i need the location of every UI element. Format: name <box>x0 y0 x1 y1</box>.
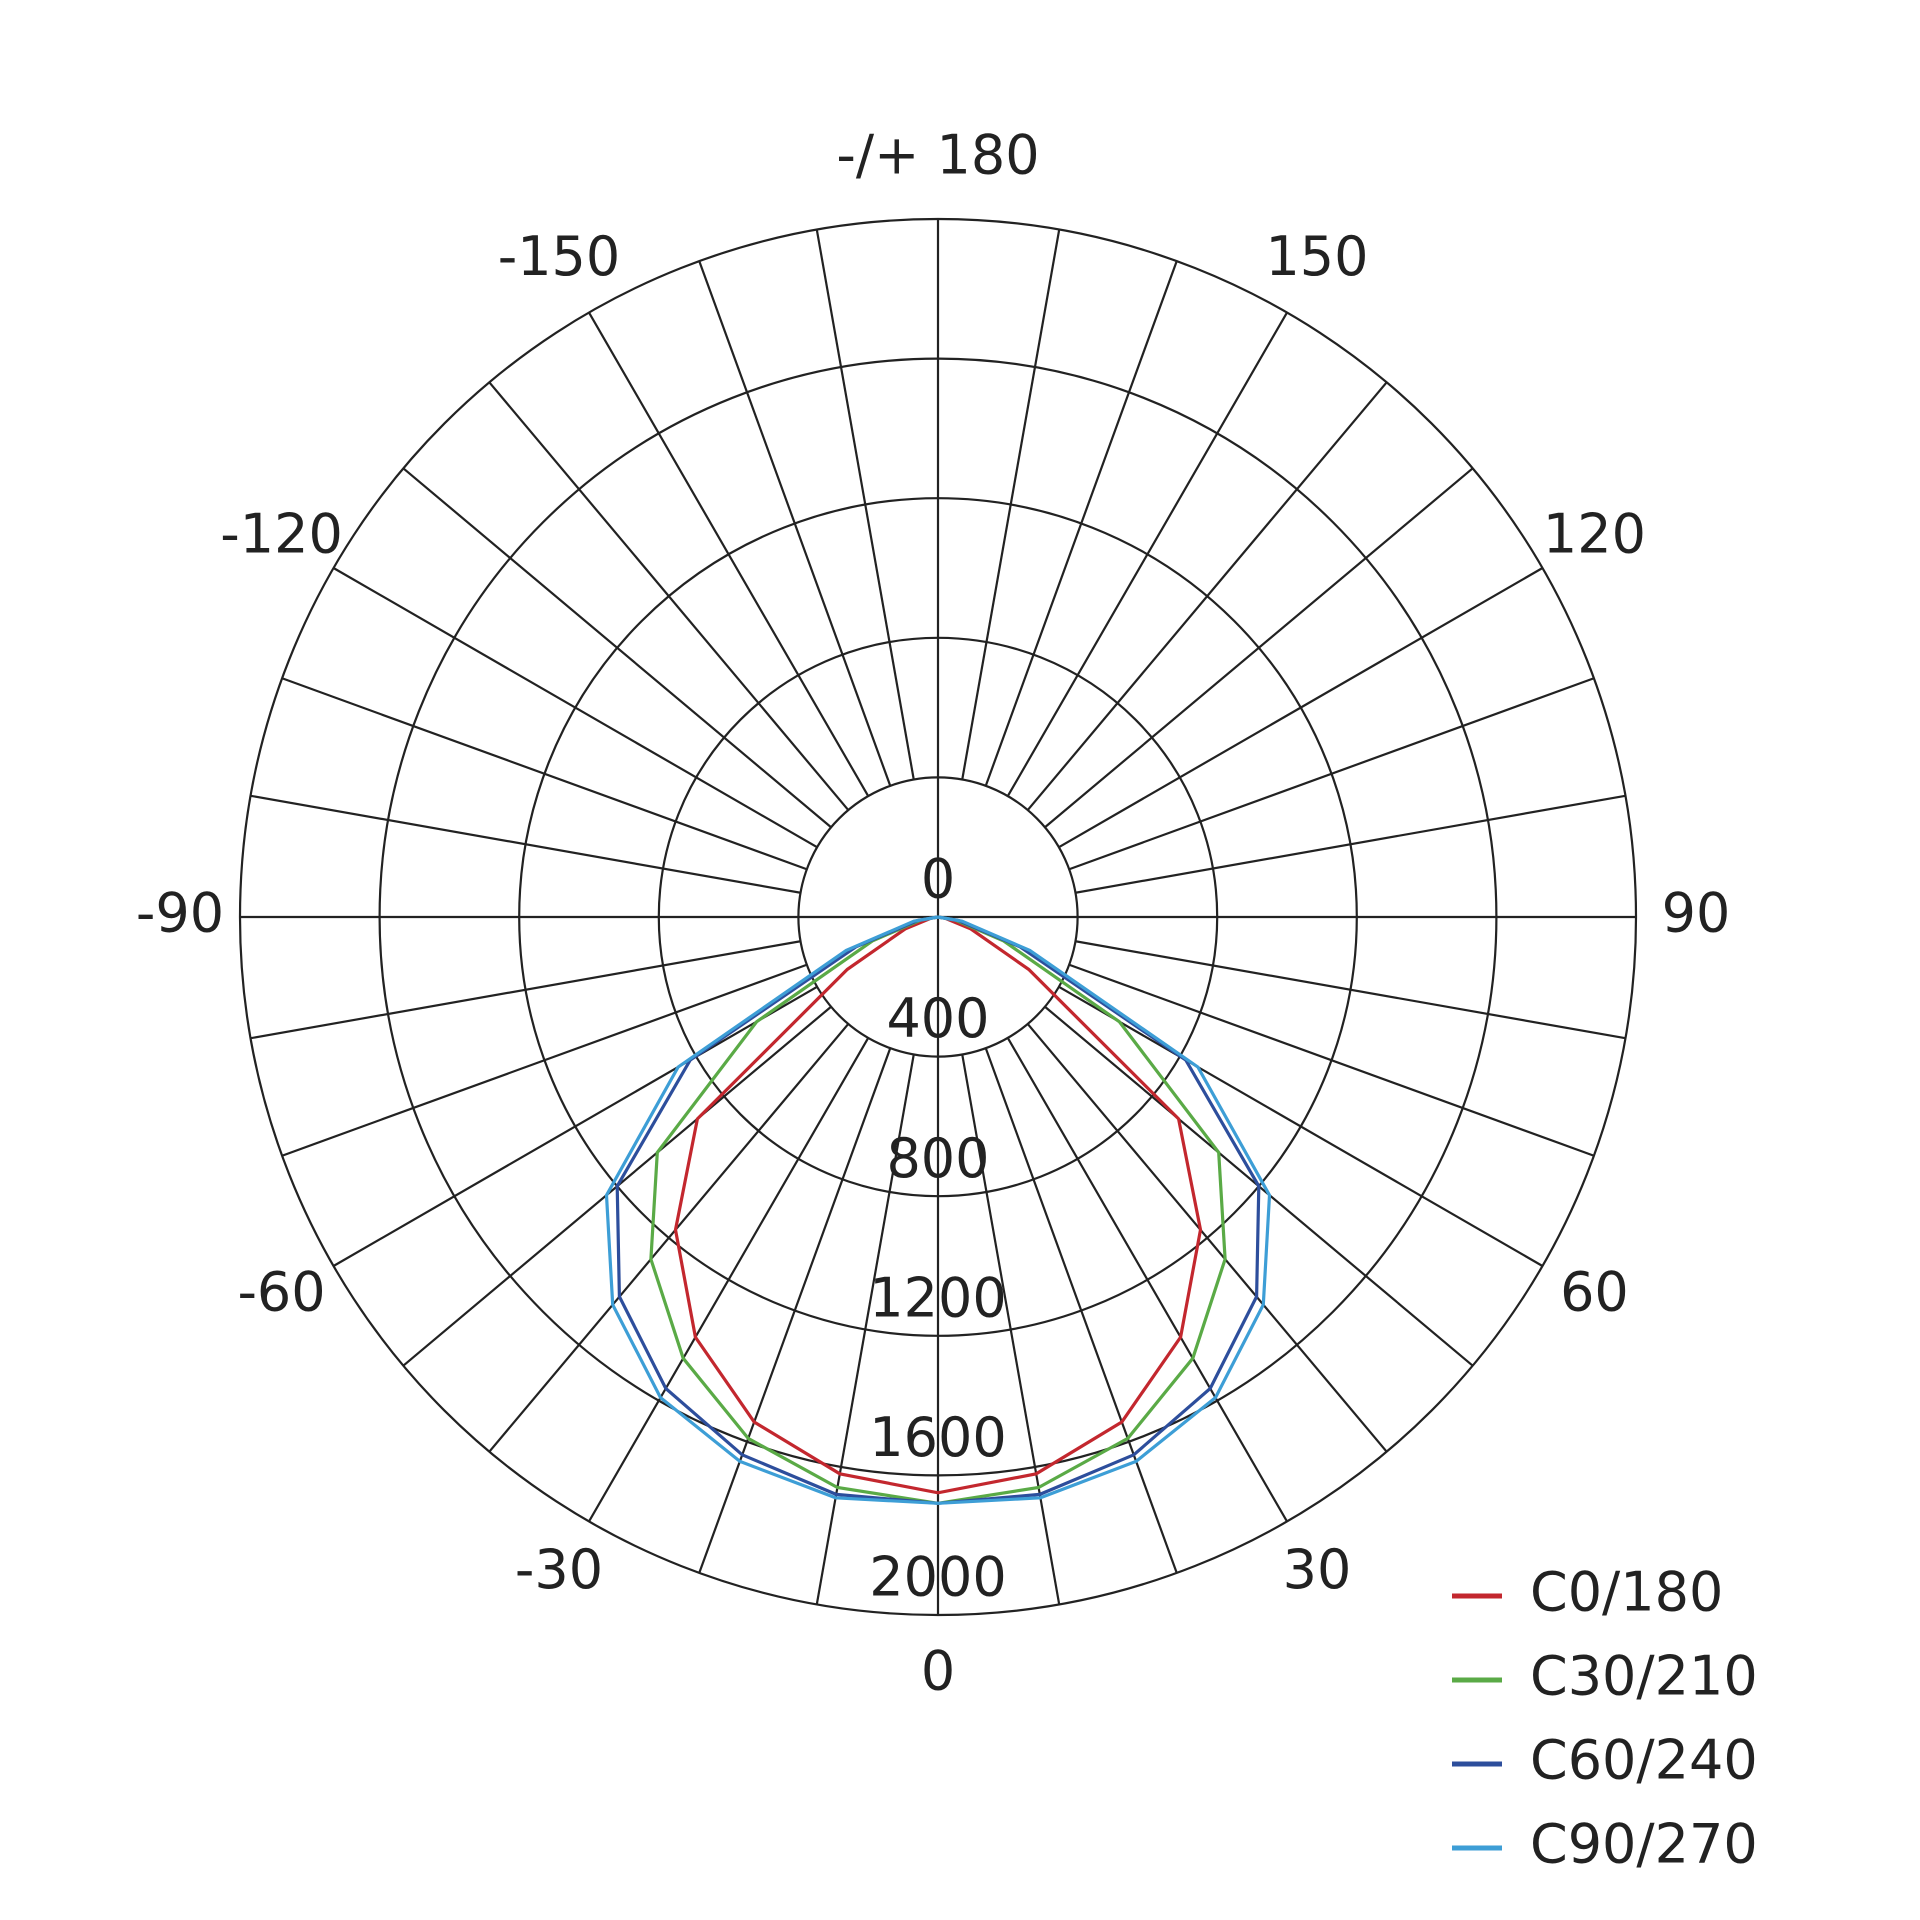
angle-tick-label: -60 <box>237 1261 325 1324</box>
r-tick-label: 800 <box>886 1127 989 1190</box>
angle-tick-label: 60 <box>1560 1261 1629 1324</box>
angle-tick-label: -90 <box>136 882 224 945</box>
angle-tick-label: 30 <box>1283 1538 1352 1601</box>
ring <box>518 497 1358 1337</box>
series-line <box>604 915 1272 1505</box>
angle-tick-label: -150 <box>498 225 621 288</box>
r-tick-label: 1600 <box>869 1406 1006 1469</box>
legend-label: C30/210 <box>1530 1645 1758 1708</box>
angle-tick-label: -120 <box>220 503 343 566</box>
angle-tick-label: 120 <box>1543 503 1646 566</box>
legend-label: C60/240 <box>1530 1729 1758 1792</box>
angle-tick-label: 90 <box>1662 882 1731 945</box>
r-tick-label: 0 <box>921 848 955 911</box>
angle-tick-label: -/+ 180 <box>836 124 1039 187</box>
legend-label: C0/180 <box>1530 1561 1723 1624</box>
legend-label: C90/270 <box>1530 1813 1758 1876</box>
r-tick-label: 1200 <box>869 1266 1006 1329</box>
ring <box>657 636 1219 1198</box>
series-line <box>673 915 1203 1495</box>
r-tick-label: 2000 <box>869 1546 1006 1609</box>
angle-tick-label: -30 <box>515 1538 603 1601</box>
ring <box>797 776 1079 1058</box>
r-tick-label: 400 <box>886 987 989 1050</box>
ring <box>378 357 1498 1477</box>
angle-tick-label: 0 <box>921 1640 955 1703</box>
angle-tick-label: 150 <box>1265 225 1368 288</box>
ring <box>238 217 1638 1617</box>
